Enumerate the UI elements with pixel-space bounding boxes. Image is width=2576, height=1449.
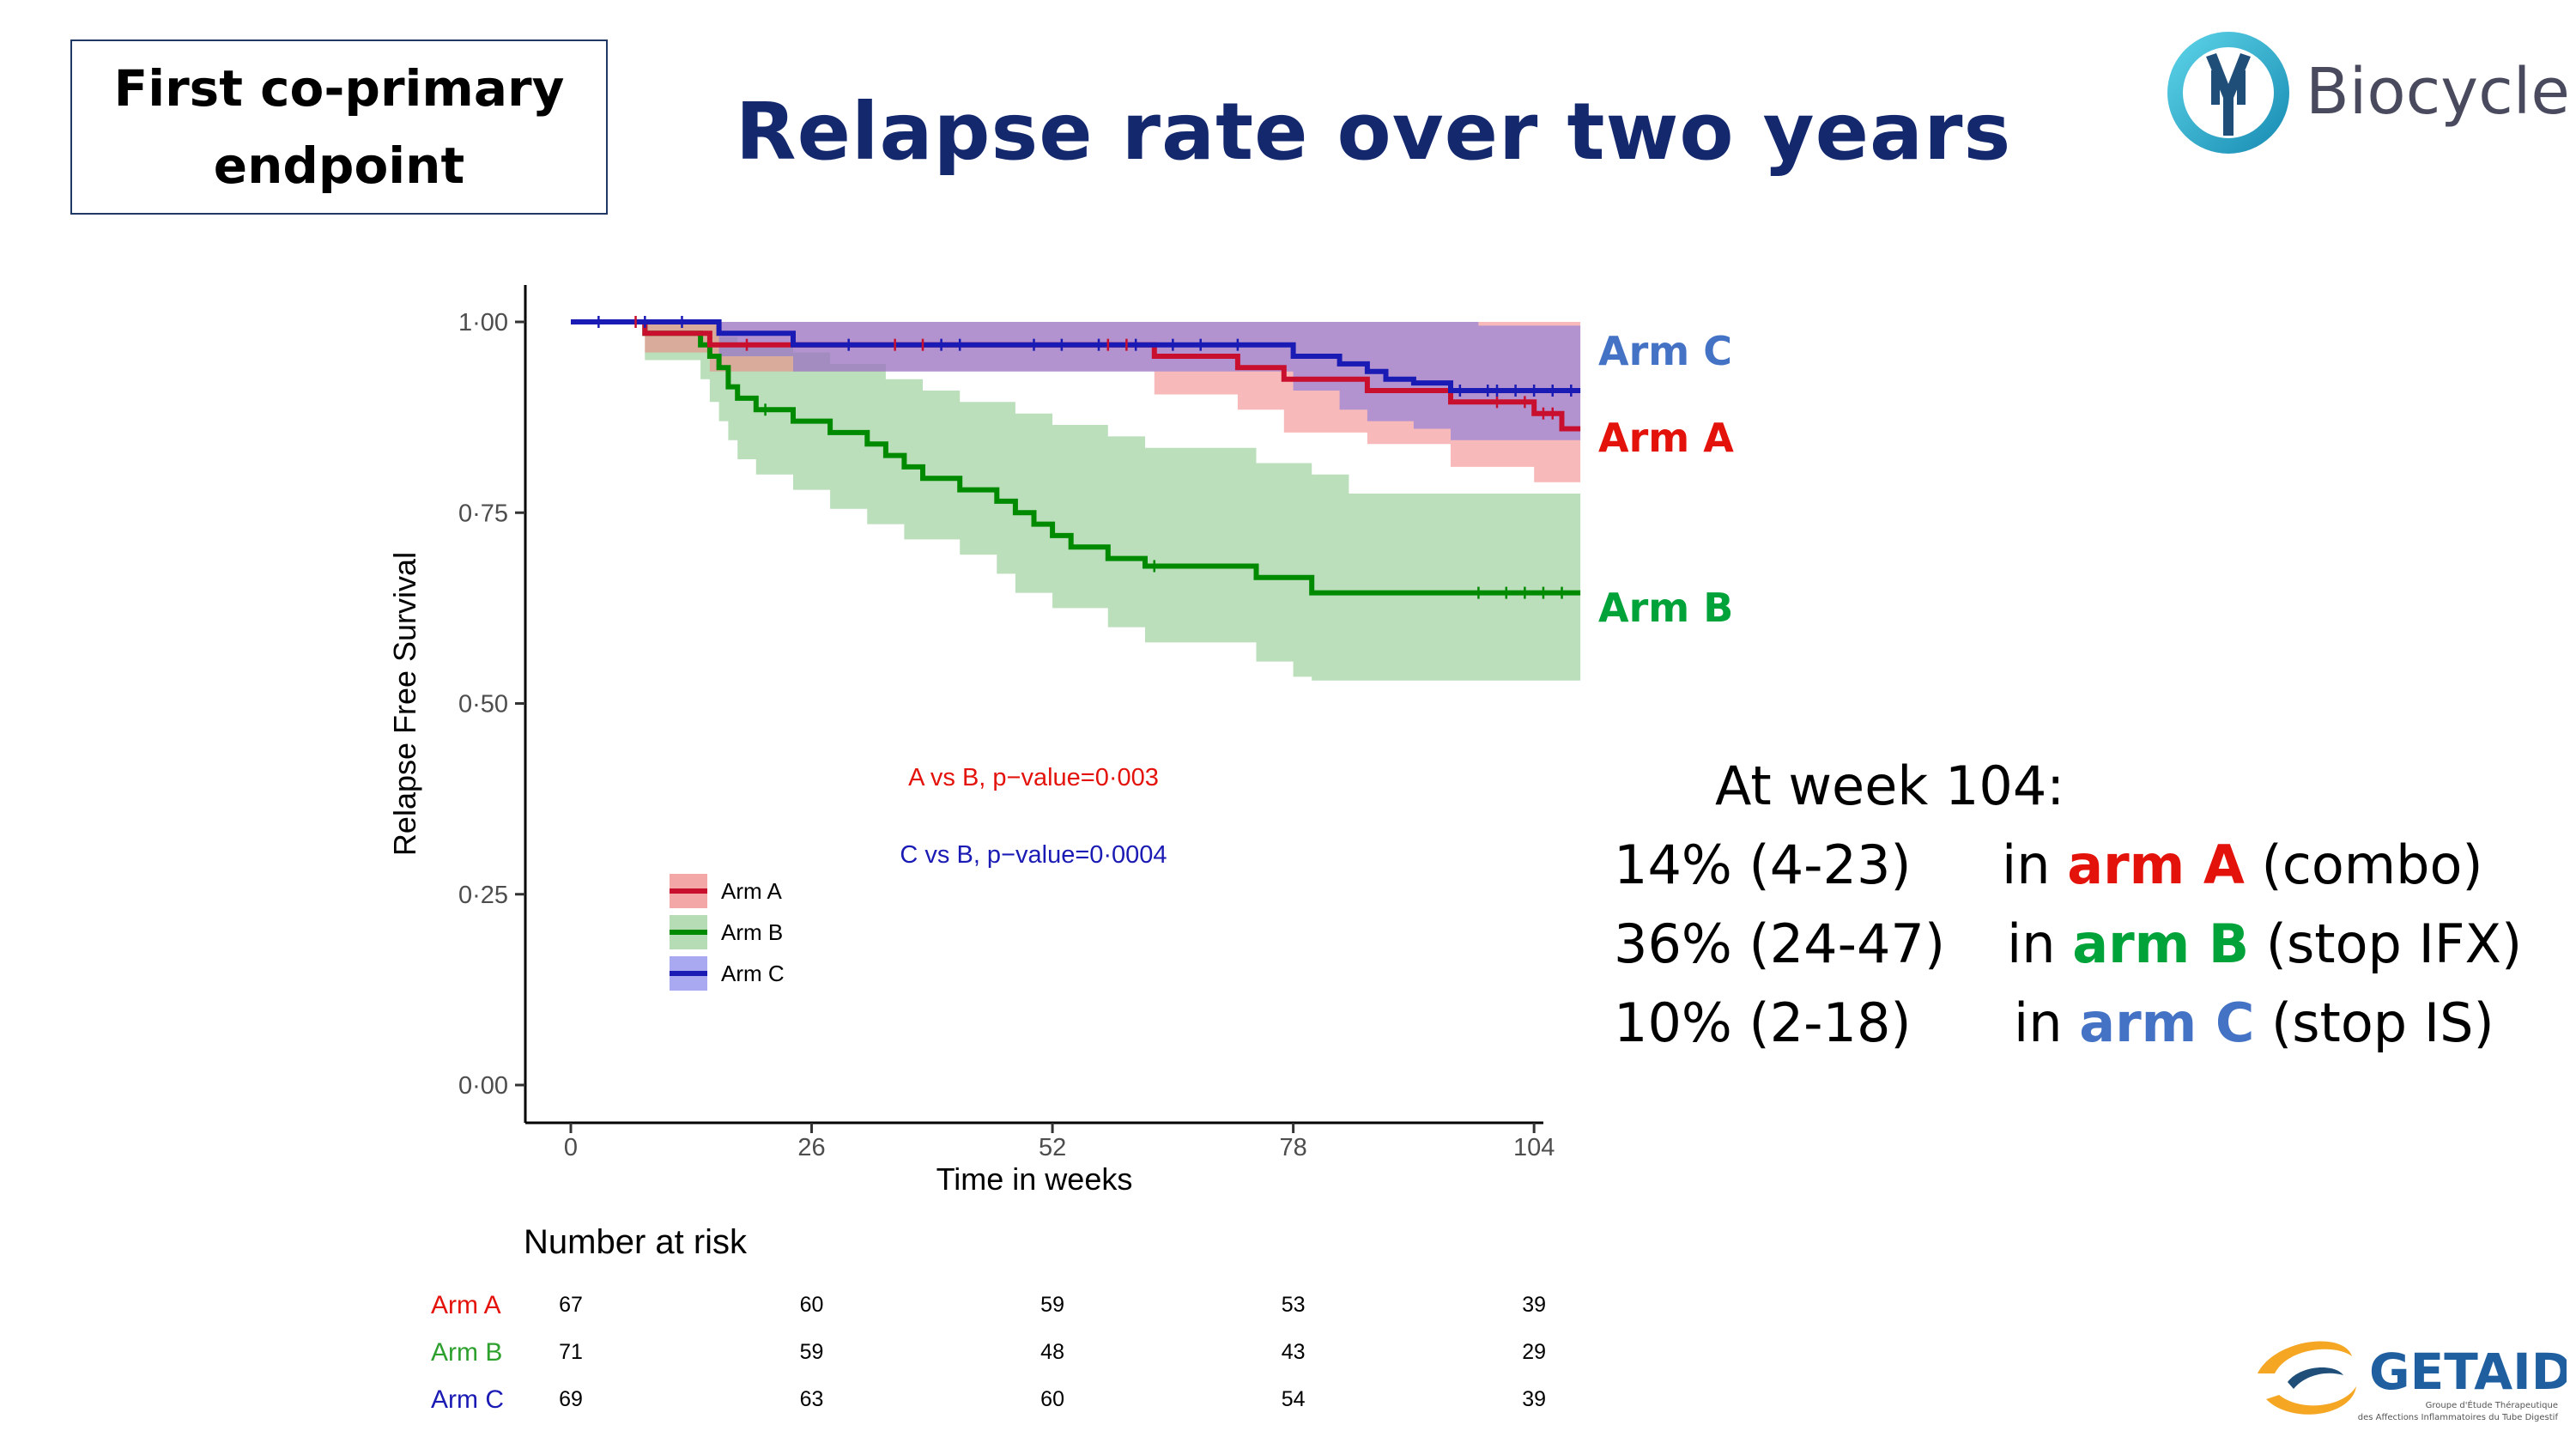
risk-table: Number at risk Arm A Arm B Arm C 67 60 59 5…: [431, 1223, 1546, 1414]
summary-prefix: in: [2014, 991, 2080, 1054]
antibody-icon: [2206, 53, 2251, 136]
summary-value-arm-c: 10% (2-18): [1614, 991, 1912, 1054]
end-label-arm-b: Arm B: [1598, 585, 1733, 631]
risk-count-cell: 39: [1522, 1293, 1546, 1317]
summary-suffix: (stop IFX): [2249, 912, 2523, 975]
getaid-swirl-icon: [2258, 1341, 2356, 1415]
survival-curve-arm-c: [571, 319, 1581, 393]
endpoint-label-line1: First co-primary: [113, 59, 565, 118]
risk-count-cell: 67: [559, 1293, 583, 1317]
end-label-arm-a: Arm A: [1598, 415, 1734, 461]
getaid-logo-text: GETAID: [2369, 1343, 2567, 1401]
biocycle-logo: Biocycle: [2167, 32, 2570, 154]
x-tick-label: 104: [1513, 1134, 1555, 1161]
ci-band-arm-c: [571, 322, 1581, 440]
risk-count-cell: 29: [1522, 1340, 1546, 1364]
confidence-bands: [571, 322, 1581, 681]
summary-prefix: in: [2002, 834, 2068, 896]
summary-text-arm-c: in arm C (stop IS): [2014, 984, 2494, 1063]
risk-row-label-arm-b: Arm B: [431, 1338, 502, 1367]
risk-table-title: Number at risk: [524, 1223, 748, 1261]
risk-count-cell: 63: [800, 1387, 824, 1411]
y-tick-label: 0·50: [458, 691, 508, 718]
p-value-c-vs-b: C vs B, p−value=0·0004: [900, 841, 1167, 869]
legend-label-arm-b: Arm B: [721, 919, 783, 945]
risk-count-cell: 48: [1040, 1340, 1064, 1364]
biocycle-logo-text: Biocycle: [2306, 55, 2570, 129]
y-tick-label: 0·75: [458, 500, 508, 527]
survival-curves: [571, 319, 1581, 596]
summary-prefix: in: [2007, 912, 2073, 975]
risk-count-cell: 59: [1040, 1293, 1064, 1317]
summary-text-arm-b: in arm B (stop IFX): [2007, 905, 2522, 984]
getaid-logo-subtitle-1: Groupe d'Étude Thérapeutique: [2426, 1399, 2558, 1410]
biocycle-ring-icon: [2167, 32, 2289, 154]
risk-count-cell: 39: [1522, 1387, 1546, 1411]
chart-legend: Arm A Arm B Arm C: [670, 874, 785, 991]
risk-table-cells: 67 60 59 53 39 71 59 48 43 29 69 63 60 54 39: [559, 1293, 1546, 1411]
getaid-logo: GETAID Groupe d'Étude Thérapeutique des …: [2258, 1341, 2567, 1422]
risk-count-cell: 69: [559, 1387, 583, 1411]
x-tick-label: 78: [1279, 1134, 1306, 1161]
risk-count-cell: 60: [800, 1293, 824, 1317]
p-value-a-vs-b: A vs B, p−value=0·003: [908, 764, 1159, 791]
summary-suffix: (combo): [2244, 834, 2483, 896]
x-tick-label: 26: [797, 1134, 825, 1161]
endpoint-label-line2: endpoint: [213, 136, 465, 195]
summary-suffix: (stop IS): [2254, 991, 2494, 1054]
summary-heading: At week 104:: [1715, 755, 2065, 817]
risk-count-cell: 43: [1282, 1340, 1306, 1364]
endpoint-label-box: First co-primary endpoint: [70, 39, 608, 215]
x-tick-label: 52: [1039, 1134, 1066, 1161]
risk-count-cell: 71: [559, 1340, 583, 1364]
legend-label-arm-c: Arm C: [721, 961, 785, 986]
summary-value-arm-a: 14% (4-23): [1614, 834, 1912, 896]
risk-count-cell: 53: [1282, 1293, 1306, 1317]
y-tick-label: 0·00: [458, 1072, 508, 1100]
risk-row-label-arm-c: Arm C: [431, 1385, 504, 1414]
y-tick-label: 0·25: [458, 882, 508, 909]
y-tick-label: 1·00: [458, 309, 508, 336]
legend-label-arm-a: Arm A: [721, 878, 782, 904]
risk-row-label-arm-a: Arm A: [431, 1291, 501, 1319]
y-axis-title: Relapse Free Survival: [387, 552, 422, 856]
x-axis-title: Time in weeks: [936, 1161, 1133, 1197]
summary-arm-name-a: arm A: [2067, 834, 2245, 896]
slide-title: Relapse rate over two years: [735, 86, 2012, 178]
x-tick-label: 0: [564, 1134, 578, 1161]
risk-count-cell: 54: [1282, 1387, 1306, 1411]
censor-marks: [597, 316, 1573, 599]
risk-count-cell: 60: [1040, 1387, 1064, 1411]
survival-curve-arm-b: [571, 319, 1581, 596]
summary-arm-name-b: arm B: [2072, 912, 2250, 975]
axis-ticks: 0·00 0·25 0·50 0·75 1·00 0 26 52 78 104: [458, 309, 1555, 1161]
end-label-arm-c: Arm C: [1598, 328, 1732, 374]
survival-curve-arm-a: [571, 319, 1581, 432]
summary-value-arm-b: 36% (24-47): [1614, 912, 1946, 975]
risk-count-cell: 59: [800, 1340, 824, 1364]
getaid-logo-subtitle-2: des Affections Inflammatoires du Tube Di…: [2358, 1413, 2559, 1422]
summary-arm-name-c: arm C: [2079, 991, 2255, 1054]
summary-text-arm-a: in arm A (combo): [2002, 826, 2483, 905]
